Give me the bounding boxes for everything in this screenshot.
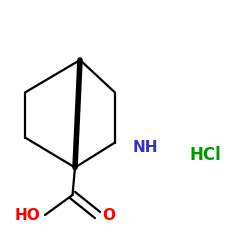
Text: NH: NH — [132, 140, 158, 155]
Text: HO: HO — [14, 208, 40, 222]
Text: O: O — [102, 208, 116, 222]
Text: HCl: HCl — [189, 146, 221, 164]
